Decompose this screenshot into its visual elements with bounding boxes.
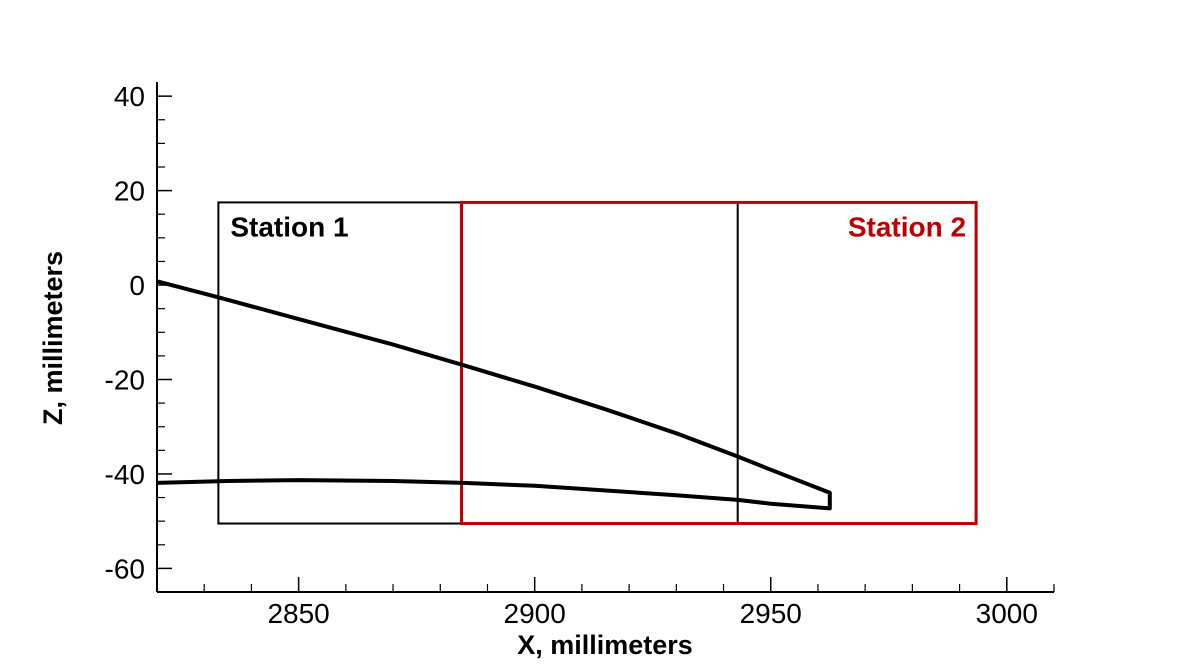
x-tick-label: 2900 — [504, 598, 566, 629]
station-2-box — [460, 200, 978, 526]
station-1-label: Station 1 — [230, 211, 348, 242]
y-tick-label: -60 — [105, 553, 145, 584]
y-tick-label: 20 — [114, 176, 145, 207]
axes: 2850 2900 2950 3000 40 20 0 -20 -40 -60 — [105, 81, 1055, 629]
station-regions: Station 1 Station 2 — [217, 200, 978, 526]
x-tick-label: 2950 — [740, 598, 802, 629]
y-tick-label: 0 — [129, 270, 145, 301]
x-tick-label: 3000 — [976, 598, 1038, 629]
y-tick-label: -40 — [105, 459, 145, 490]
series-line — [156, 279, 832, 511]
y-tick-label: -20 — [105, 365, 145, 396]
y-tick-label: 40 — [114, 81, 145, 112]
y-axis-title: Z, millimeters — [38, 251, 68, 425]
station-2-label: Station 2 — [848, 211, 966, 242]
x-tick-label: 2850 — [267, 598, 329, 629]
station-1-box — [217, 201, 739, 525]
x-axis-title: X, millimeters — [517, 630, 693, 660]
series-layer — [156, 279, 832, 511]
